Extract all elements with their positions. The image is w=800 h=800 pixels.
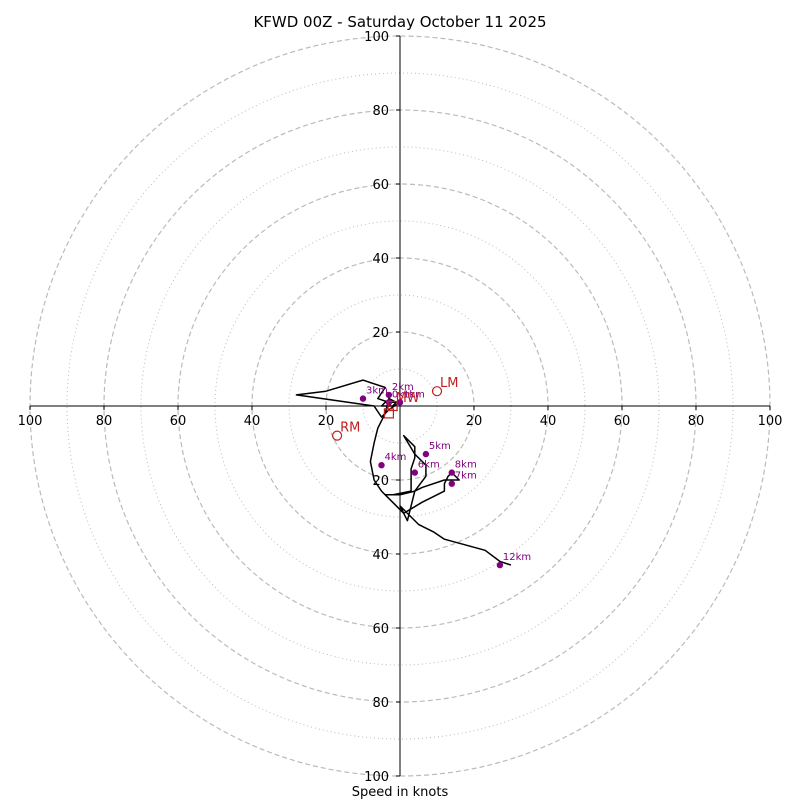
height-label-2km: 2km	[392, 382, 414, 393]
height-marker-8km	[448, 469, 455, 476]
height-marker-6km	[411, 469, 418, 476]
y-tick-label: 60	[372, 622, 389, 637]
x-tick-label: 80	[96, 414, 113, 429]
height-marker-0km	[385, 399, 393, 406]
motion-marker-rm	[332, 430, 343, 441]
axes	[30, 36, 770, 776]
tick-labels: 100 80 60 40 20 20 40 60 80 100 100 80 60 40 20 20 40 60 8…	[18, 30, 783, 785]
height-label-0km: 0km	[392, 389, 414, 400]
height-label-4km: 4km	[385, 452, 407, 463]
height-label-12km: 12km	[503, 552, 531, 563]
height-marker-7km	[448, 480, 455, 487]
height-marker-2km	[385, 391, 393, 399]
height-label-8km: 8km	[455, 460, 477, 471]
height-marker-12km	[496, 561, 504, 569]
hodograph-trace-line	[295, 379, 512, 566]
x-tick-label: 100	[758, 414, 783, 429]
motion-label-mw: MW	[396, 391, 420, 406]
motion-marker-lm	[431, 386, 443, 397]
x-tick-label: 40	[540, 414, 557, 429]
motion-marker-extra-3	[383, 408, 394, 419]
storm-motion-markers: LM RM MW	[332, 376, 458, 441]
y-tick-label: 80	[372, 104, 389, 119]
chart-title: KFWD 00Z - Saturday October 11 2025	[253, 13, 546, 31]
y-tick-label: 100	[364, 770, 389, 785]
motion-label-rm: RM	[340, 421, 360, 436]
height-marker-3km	[359, 395, 367, 402]
y-tick-label: 40	[372, 252, 389, 267]
wind-trace	[295, 379, 512, 566]
height-marker-1km	[396, 399, 404, 406]
height-label-6km: 6km	[418, 460, 440, 471]
y-tick-label: 20	[372, 474, 389, 489]
motion-label-lm: LM	[440, 376, 458, 391]
x-tick-label: 80	[688, 414, 705, 429]
x-tick-label: 20	[466, 414, 483, 429]
height-label-3km: 3km	[366, 386, 388, 397]
y-tick-label: 40	[372, 548, 389, 563]
x-tick-label: 100	[18, 414, 43, 429]
y-tick-label: 100	[364, 30, 389, 45]
motion-marker-mw	[387, 400, 398, 412]
y-tick-label: 60	[372, 178, 389, 193]
x-tick-label: 60	[614, 414, 631, 429]
x-axis-label: Speed in knots	[352, 785, 449, 800]
height-label-5km: 5km	[429, 441, 451, 452]
x-tick-label: 20	[318, 414, 335, 429]
height-label-7km: 7km	[455, 471, 477, 482]
x-tick-label: 40	[244, 414, 261, 429]
x-tick-label: 60	[170, 414, 187, 429]
y-tick-label: 20	[372, 326, 389, 341]
height-marker-4km	[378, 462, 385, 469]
y-tick-label: 80	[372, 696, 389, 711]
height-label-1km: 1km	[403, 389, 425, 400]
height-marker-5km	[422, 450, 430, 458]
